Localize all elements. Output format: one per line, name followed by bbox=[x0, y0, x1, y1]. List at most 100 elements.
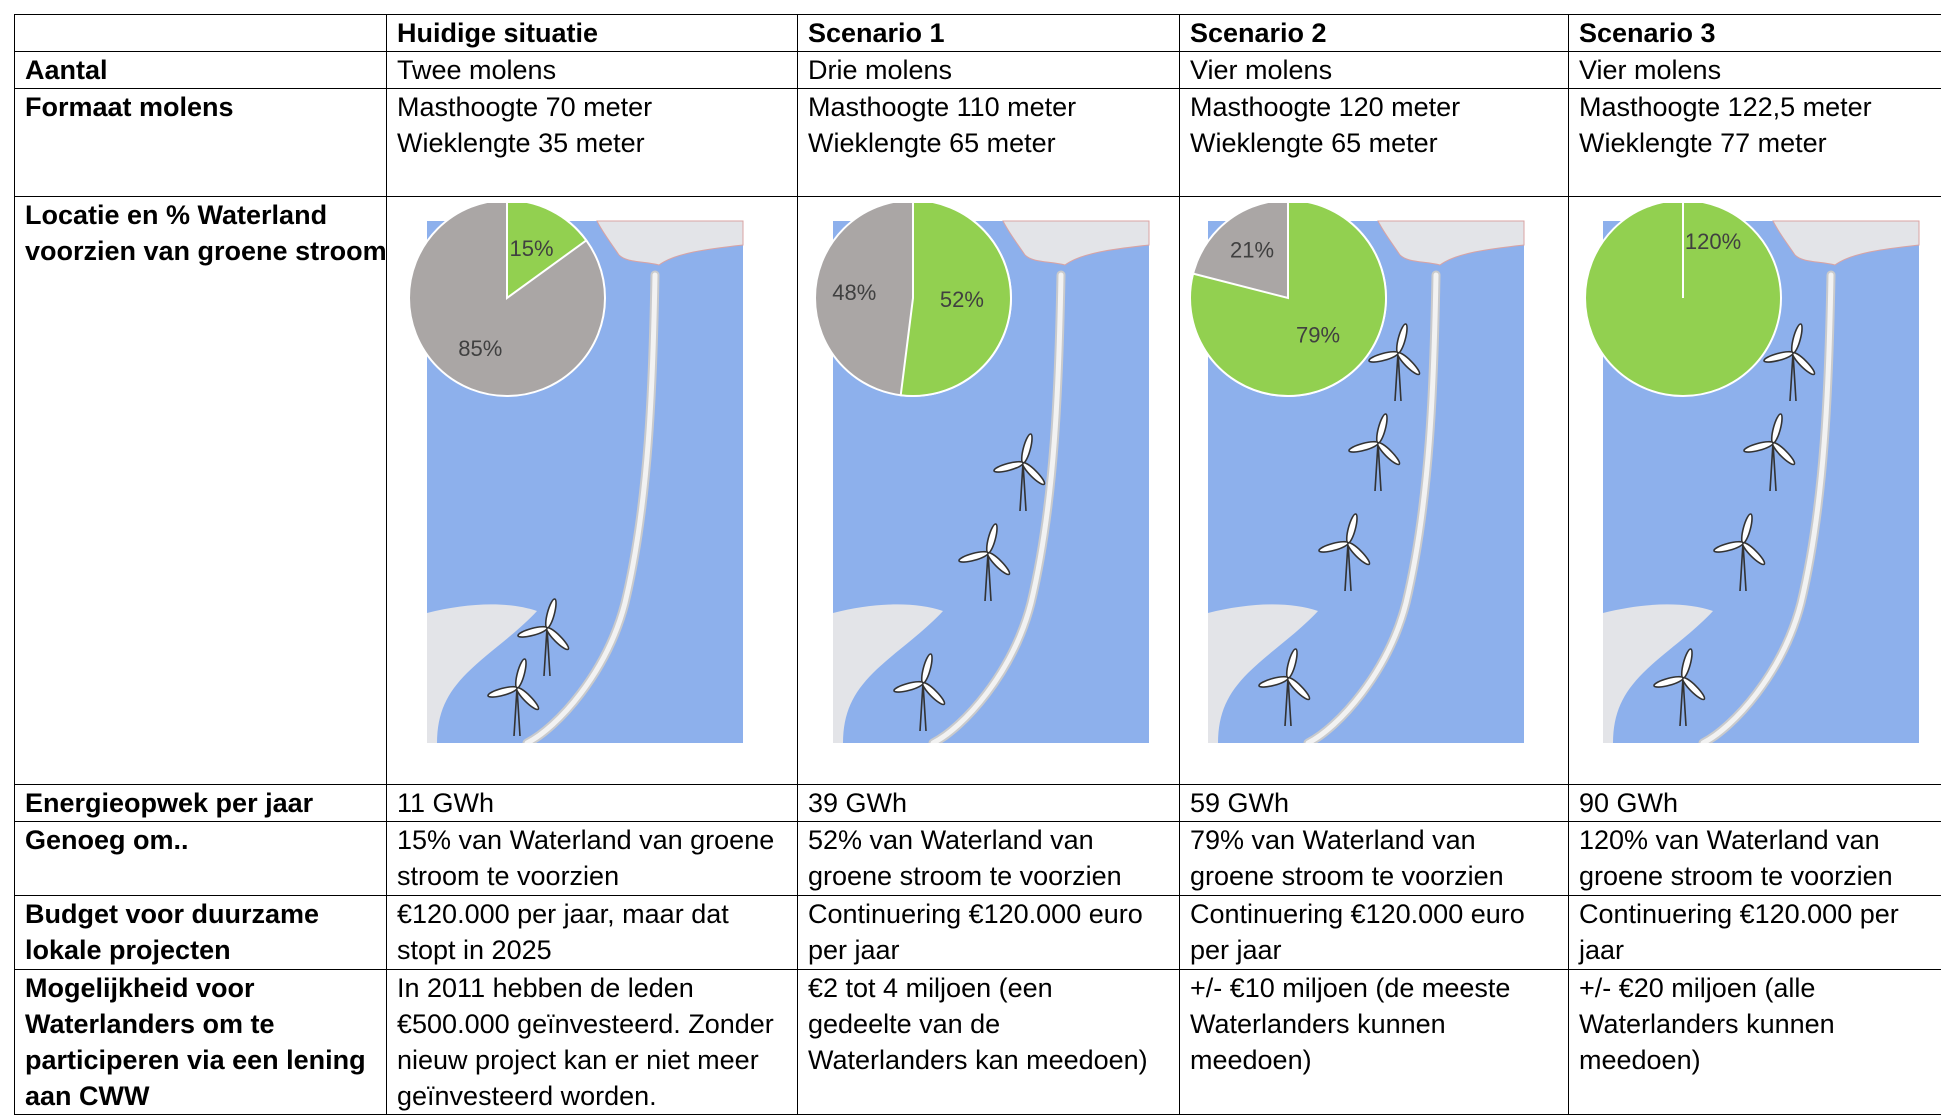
mogelijkheid-line: +/- €20 miljoen (alle bbox=[1579, 970, 1934, 1006]
mogelijkheid-line: €2 tot 4 miljoen (een bbox=[808, 970, 1169, 1006]
locatie-label-line: Locatie en % Waterland bbox=[25, 197, 376, 233]
budget-label-line: lokale projecten bbox=[25, 932, 376, 968]
col-header-scenario-2: Scenario 2 bbox=[1180, 15, 1569, 52]
genoeg-line: 52% van Waterland van bbox=[808, 822, 1169, 858]
mogelijkheid-label-line: Waterlanders om te bbox=[25, 1006, 376, 1042]
energie-value: 90 GWh bbox=[1569, 785, 1941, 822]
aantal-value: Drie molens bbox=[798, 52, 1180, 89]
row-label-formaat: Formaat molens bbox=[15, 89, 387, 197]
genoeg-line: 79% van Waterland van bbox=[1190, 822, 1558, 858]
budget-line: jaar bbox=[1579, 932, 1934, 968]
mogelijkheid-label-line: aan CWW bbox=[25, 1078, 376, 1114]
mogelijkheid-label-line: participeren via een lening bbox=[25, 1042, 376, 1078]
mogelijkheid-line: +/- €10 miljoen (de meeste bbox=[1190, 970, 1558, 1006]
corner-cell bbox=[15, 15, 387, 52]
map-image: 120% bbox=[1583, 203, 1939, 743]
aantal-value: Vier molens bbox=[1180, 52, 1569, 89]
wieklengte-text: Wieklengte 77 meter bbox=[1579, 125, 1934, 161]
budget-line: stopt in 2025 bbox=[397, 932, 787, 968]
mogelijkheid-line: meedoen) bbox=[1579, 1042, 1934, 1078]
aantal-value: Vier molens bbox=[1569, 52, 1941, 89]
mogelijkheid-line: geïnvesteerd worden. bbox=[397, 1078, 787, 1114]
energie-value: 59 GWh bbox=[1180, 785, 1569, 822]
mogelijkheid-line: In 2011 hebben de leden bbox=[397, 970, 787, 1006]
map-cell-huidig: 15% 85% bbox=[387, 197, 798, 785]
mogelijkheid-line: Waterlanders kunnen bbox=[1190, 1006, 1558, 1042]
mogelijkheid-line: Waterlanders kan meedoen) bbox=[808, 1042, 1169, 1078]
scenario-table: Huidige situatie Scenario 1 Scenario 2 S… bbox=[14, 14, 1941, 1115]
genoeg-line: 120% van Waterland van bbox=[1579, 822, 1934, 858]
pie-label-gray: 48% bbox=[832, 280, 876, 305]
budget-line: Continuering €120.000 euro bbox=[808, 896, 1169, 932]
masthoogte-text: Masthoogte 122,5 meter bbox=[1579, 89, 1934, 125]
col-header-scenario-3: Scenario 3 bbox=[1569, 15, 1941, 52]
locatie-label-line: voorzien van groene stroom bbox=[25, 233, 376, 269]
pie-label-gray: 85% bbox=[458, 336, 502, 361]
budget-line: Continuering €120.000 euro bbox=[1190, 896, 1558, 932]
col-header-scenario-1: Scenario 1 bbox=[798, 15, 1180, 52]
genoeg-line: groene stroom te voorzien bbox=[1579, 858, 1934, 894]
genoeg-line: 15% van Waterland van groene bbox=[397, 822, 787, 858]
wieklengte-text: Wieklengte 65 meter bbox=[808, 125, 1169, 161]
map-cell-scenario-1: 52% 48% bbox=[798, 197, 1180, 785]
mogelijkheid-value: In 2011 hebben de leden€500.000 geïnvest… bbox=[387, 970, 798, 1115]
mogelijkheid-line: meedoen) bbox=[1190, 1042, 1558, 1078]
budget-line: €120.000 per jaar, maar dat bbox=[397, 896, 787, 932]
masthoogte-text: Masthoogte 120 meter bbox=[1190, 89, 1558, 125]
mogelijkheid-line: €500.000 geïnvesteerd. Zonder bbox=[397, 1006, 787, 1042]
waterland-map: 120% bbox=[1583, 203, 1939, 743]
wieklengte-text: Wieklengte 35 meter bbox=[397, 125, 787, 161]
pie-label-green: 79% bbox=[1296, 323, 1340, 348]
budget-line: Continuering €120.000 per bbox=[1579, 896, 1934, 932]
mogelijkheid-line: gedeelte van de bbox=[808, 1006, 1169, 1042]
pie-label-green: 15% bbox=[509, 236, 553, 261]
row-label-aantal: Aantal bbox=[15, 52, 387, 89]
budget-line: per jaar bbox=[1190, 932, 1558, 968]
mogelijkheid-line: Waterlanders kunnen bbox=[1579, 1006, 1934, 1042]
row-label-genoeg: Genoeg om.. bbox=[15, 822, 387, 896]
map-image: 79%21% bbox=[1188, 203, 1544, 743]
wieklengte-text: Wieklengte 65 meter bbox=[1190, 125, 1558, 161]
mogelijkheid-line: nieuw project kan er niet meer bbox=[397, 1042, 787, 1078]
energie-value: 11 GWh bbox=[387, 785, 798, 822]
map-cell-scenario-2: 79%21% bbox=[1180, 197, 1569, 785]
pie-label-green: 52% bbox=[940, 287, 984, 312]
budget-label-line: Budget voor duurzame bbox=[25, 896, 376, 932]
waterland-map: 52% 48% bbox=[813, 203, 1169, 743]
row-label-energie: Energieopwek per jaar bbox=[15, 785, 387, 822]
mogelijkheid-label-line: Mogelijkheid voor bbox=[25, 970, 376, 1006]
waterland-map: 79%21% bbox=[1188, 203, 1544, 743]
waterland-map: 15% 85% bbox=[407, 203, 763, 743]
genoeg-line: groene stroom te voorzien bbox=[1190, 858, 1558, 894]
col-header-huidig: Huidige situatie bbox=[387, 15, 798, 52]
masthoogte-text: Masthoogte 70 meter bbox=[397, 89, 787, 125]
genoeg-line: stroom te voorzien bbox=[397, 858, 787, 894]
map-image: 52% 48% bbox=[813, 203, 1169, 743]
masthoogte-text: Masthoogte 110 meter bbox=[808, 89, 1169, 125]
energie-value: 39 GWh bbox=[798, 785, 1180, 822]
aantal-value: Twee molens bbox=[387, 52, 798, 89]
genoeg-line: groene stroom te voorzien bbox=[808, 858, 1169, 894]
pie-label-green: 120% bbox=[1685, 229, 1741, 254]
budget-line: per jaar bbox=[808, 932, 1169, 968]
map-cell-scenario-3: 120% bbox=[1569, 197, 1941, 785]
map-image: 15% 85% bbox=[407, 203, 763, 743]
